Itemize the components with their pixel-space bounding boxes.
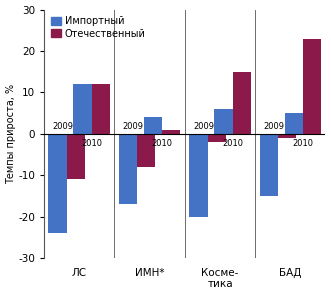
Bar [260,134,278,196]
Text: 2010: 2010 [152,139,173,148]
Bar [67,134,85,179]
Y-axis label: Темпы прироста, %: Темпы прироста, % [6,84,16,184]
Legend: Импортный, Отечественный: Импортный, Отечественный [49,14,148,41]
Bar [162,130,180,134]
Bar [214,109,233,134]
Text: 2009: 2009 [52,122,73,130]
Text: 2010: 2010 [81,139,102,148]
Text: 2010: 2010 [293,139,314,148]
Bar [91,84,110,134]
Bar [233,72,251,134]
Bar [278,134,297,138]
Bar [303,39,321,134]
Bar [208,134,226,142]
Text: 2009: 2009 [193,122,214,130]
Bar [137,134,155,167]
Text: 2009: 2009 [122,122,144,130]
Bar [144,117,162,134]
Text: 2009: 2009 [263,122,285,130]
Bar [48,134,67,233]
Text: 2010: 2010 [222,139,243,148]
Bar [285,113,303,134]
Bar [189,134,208,217]
Bar [119,134,137,204]
Bar [73,84,91,134]
